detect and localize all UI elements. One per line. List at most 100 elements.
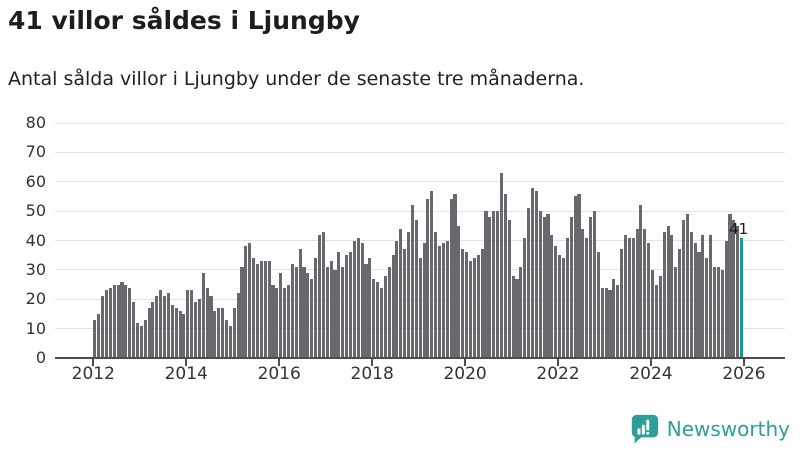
bar — [298, 249, 302, 358]
bar — [97, 313, 101, 358]
gridline — [55, 240, 785, 241]
bar — [666, 225, 670, 358]
highlighted-bar — [740, 237, 744, 358]
bar — [352, 240, 356, 358]
bar — [279, 272, 283, 358]
bar — [143, 319, 147, 358]
bar — [283, 287, 287, 358]
bar — [651, 269, 655, 358]
bar — [476, 255, 480, 358]
bar — [678, 249, 682, 358]
bar — [437, 246, 442, 358]
bar — [430, 190, 434, 358]
bar — [654, 284, 658, 358]
bar — [488, 217, 492, 358]
bar — [383, 275, 387, 358]
y-tick-label: 80 — [25, 113, 46, 132]
bar — [286, 284, 291, 358]
bar — [345, 255, 349, 358]
bar — [263, 261, 267, 358]
bar — [147, 308, 151, 358]
x-tick-label: 2012 — [71, 364, 115, 384]
bar — [639, 205, 643, 358]
bar — [608, 290, 612, 358]
bar — [186, 290, 190, 358]
bar — [627, 237, 631, 358]
newsworthy-logo-text: Newsworthy — [666, 416, 790, 441]
bar — [124, 284, 128, 358]
bar — [712, 266, 717, 358]
bar — [643, 228, 647, 358]
bar — [364, 264, 368, 358]
y-tick-label: 10 — [25, 318, 46, 338]
bar — [728, 214, 732, 358]
bar — [577, 193, 581, 358]
bar — [139, 325, 143, 358]
bar — [623, 234, 627, 358]
x-tick-label: 2026 — [722, 364, 766, 384]
bar — [101, 296, 105, 358]
bar — [372, 278, 376, 358]
bar — [391, 255, 395, 358]
bar — [550, 234, 554, 358]
bar — [689, 231, 693, 358]
bar — [240, 266, 244, 358]
bar — [681, 219, 686, 358]
bar — [252, 258, 256, 358]
bar — [631, 237, 635, 358]
bar — [306, 272, 310, 358]
bar — [422, 243, 426, 358]
bar — [542, 217, 546, 358]
bar — [341, 266, 345, 358]
bar — [426, 199, 430, 358]
bar — [616, 284, 620, 358]
bar — [399, 228, 403, 358]
bar — [519, 266, 523, 358]
bar — [468, 261, 473, 358]
logo-bubble-shape — [631, 414, 658, 444]
y-tick-label: 20 — [25, 289, 46, 309]
bar — [496, 211, 500, 358]
bar — [135, 322, 139, 358]
bar — [554, 246, 558, 358]
gridline — [55, 122, 785, 124]
bar — [314, 258, 318, 358]
bar — [290, 264, 294, 358]
newsworthy-logo[interactable]: Newsworthy — [629, 413, 790, 444]
x-axis-line — [55, 357, 785, 359]
x-tick — [371, 359, 374, 366]
bar — [174, 308, 178, 358]
logo-bar-medium — [641, 424, 645, 435]
bar — [480, 249, 484, 358]
y-tick-label: 40 — [25, 230, 46, 250]
bar — [581, 228, 585, 358]
bar — [484, 211, 488, 358]
y-tick-label: 60 — [25, 171, 46, 191]
bar — [724, 240, 728, 358]
bar — [151, 302, 155, 358]
bar — [259, 261, 263, 358]
bar — [248, 243, 252, 358]
bar — [170, 305, 174, 358]
x-tick — [742, 359, 745, 366]
bar — [585, 237, 589, 358]
x-tick — [557, 359, 560, 366]
bar — [418, 258, 422, 358]
bar — [193, 302, 198, 358]
chart-title: 41 villor såldes i Ljungby — [8, 6, 360, 35]
bar — [190, 290, 194, 358]
bar — [321, 231, 325, 358]
bar — [116, 284, 120, 358]
bar — [492, 211, 496, 358]
bar — [507, 219, 511, 358]
bar — [573, 196, 577, 358]
bar — [716, 266, 720, 358]
bar — [410, 205, 414, 358]
bar — [441, 243, 445, 358]
bar — [647, 243, 651, 358]
bar — [232, 308, 236, 358]
bar — [453, 193, 457, 358]
bar — [197, 299, 201, 358]
bar — [604, 287, 608, 358]
